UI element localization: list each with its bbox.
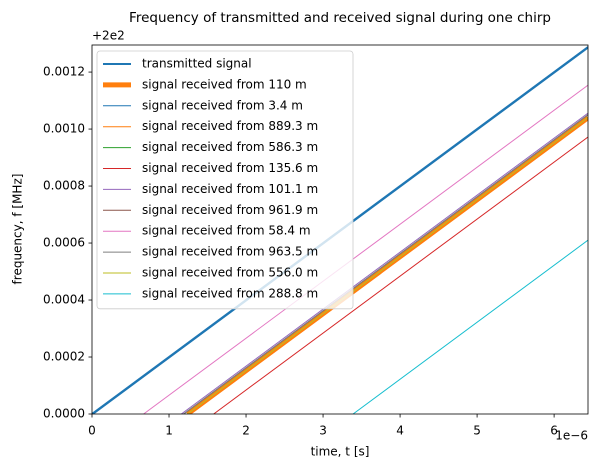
y-tick-label: 0.0004 bbox=[43, 293, 85, 307]
x-offset-label: 1e−6 bbox=[555, 429, 588, 443]
legend-label: signal received from 961.9 m bbox=[142, 203, 318, 217]
x-tick-label: 3 bbox=[319, 424, 327, 438]
legend-label: signal received from 101.1 m bbox=[142, 182, 318, 196]
y-tick-label: 0.0012 bbox=[43, 65, 85, 79]
legend: transmitted signal signal received from 1… bbox=[96, 50, 354, 310]
x-tick-label: 0 bbox=[88, 424, 96, 438]
legend-label: signal received from 288.8 m bbox=[142, 286, 318, 300]
series-line bbox=[183, 114, 588, 414]
x-tick-label: 6 bbox=[550, 424, 558, 438]
legend-label: transmitted signal bbox=[142, 57, 252, 71]
y-tick-label: 0.0000 bbox=[43, 407, 85, 421]
y-tick-label: 0.0006 bbox=[43, 236, 85, 250]
legend-label: signal received from 135.6 m bbox=[142, 161, 318, 175]
x-tick-label: 4 bbox=[396, 424, 404, 438]
legend-label: signal received from 3.4 m bbox=[142, 98, 303, 112]
series-line bbox=[143, 84, 588, 414]
y-tick-label: 0.0008 bbox=[43, 179, 85, 193]
chart-title: Frequency of transmitted and received si… bbox=[129, 10, 551, 26]
y-tick-label: 0.0002 bbox=[43, 350, 85, 364]
series-line bbox=[187, 117, 588, 414]
x-axis-label: time, t [s] bbox=[311, 445, 370, 459]
legend-label: signal received from 889.3 m bbox=[142, 119, 318, 133]
series-line bbox=[213, 136, 588, 414]
x-tick-label: 1 bbox=[165, 424, 173, 438]
y-offset-label: +2e2 bbox=[92, 29, 125, 43]
legend-label: signal received from 963.5 m bbox=[142, 245, 318, 259]
x-tick-label: 5 bbox=[473, 424, 481, 438]
legend-box bbox=[96, 50, 354, 310]
series-line bbox=[352, 239, 588, 414]
legend-label: signal received from 110 m bbox=[142, 77, 307, 91]
legend-label: signal received from 556.0 m bbox=[142, 266, 318, 280]
x-tick-label: 2 bbox=[242, 424, 250, 438]
y-axis-label: frequency, f [MHz] bbox=[11, 174, 25, 285]
legend-label: signal received from 58.4 m bbox=[142, 224, 311, 238]
plot-frame bbox=[91, 44, 589, 415]
series-line bbox=[181, 112, 588, 414]
y-tick-label: 0.0010 bbox=[43, 122, 85, 136]
legend-label: signal received from 586.3 m bbox=[142, 140, 318, 154]
